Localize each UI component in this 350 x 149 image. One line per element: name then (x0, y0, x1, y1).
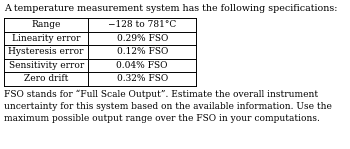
Text: Sensitivity error: Sensitivity error (9, 61, 84, 70)
Text: 0.12% FSO: 0.12% FSO (117, 47, 168, 56)
Text: FSO stands for “Full Scale Output”. Estimate the overall instrument
uncertainty : FSO stands for “Full Scale Output”. Esti… (4, 90, 332, 123)
Text: −128 to 781°C: −128 to 781°C (108, 20, 176, 29)
Text: 0.32% FSO: 0.32% FSO (117, 74, 168, 83)
Text: Range: Range (32, 20, 61, 29)
Text: Linearity error: Linearity error (12, 34, 81, 43)
Text: Zero drift: Zero drift (24, 74, 69, 83)
Text: 0.04% FSO: 0.04% FSO (117, 61, 168, 70)
Text: Hysteresis error: Hysteresis error (8, 47, 84, 56)
Text: 0.29% FSO: 0.29% FSO (117, 34, 168, 43)
Text: A temperature measurement system has the following specifications:: A temperature measurement system has the… (4, 4, 337, 13)
